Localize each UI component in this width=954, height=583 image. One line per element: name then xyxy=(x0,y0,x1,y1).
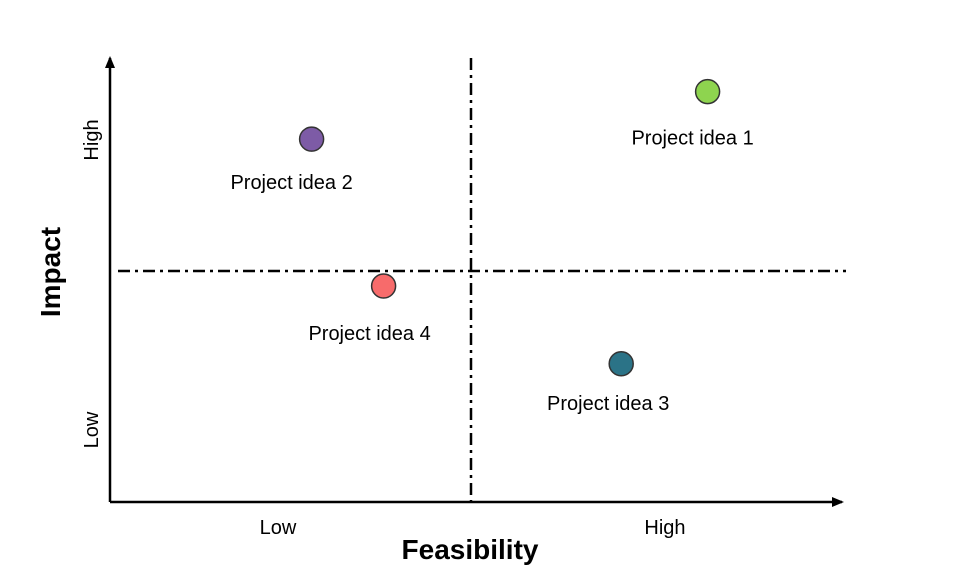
data-point-label-3: Project idea 3 xyxy=(547,393,669,415)
x-axis-title: Feasibility xyxy=(402,534,539,565)
x-tick-label-high: High xyxy=(644,517,685,539)
y-axis-title: Impact xyxy=(35,227,66,317)
data-point-1 xyxy=(694,78,721,105)
data-point-3 xyxy=(608,351,634,377)
y-tick-labels: Low High xyxy=(81,119,103,448)
data-points: Project idea 1 Project idea 2 Project idea… xyxy=(230,78,754,415)
data-point-label-2: Project idea 2 xyxy=(230,172,352,194)
x-tick-labels: Low High xyxy=(260,517,686,539)
quadrant-dividers xyxy=(118,58,846,502)
data-point-2 xyxy=(298,126,325,152)
data-point-4 xyxy=(370,273,397,299)
data-point-label-4: Project idea 4 xyxy=(308,323,430,345)
x-tick-label-low: Low xyxy=(260,517,297,539)
axes xyxy=(105,56,844,507)
y-tick-label-low: Low xyxy=(81,411,103,448)
y-tick-label-high: High xyxy=(81,119,103,160)
data-point-label-1: Project idea 1 xyxy=(631,128,753,150)
